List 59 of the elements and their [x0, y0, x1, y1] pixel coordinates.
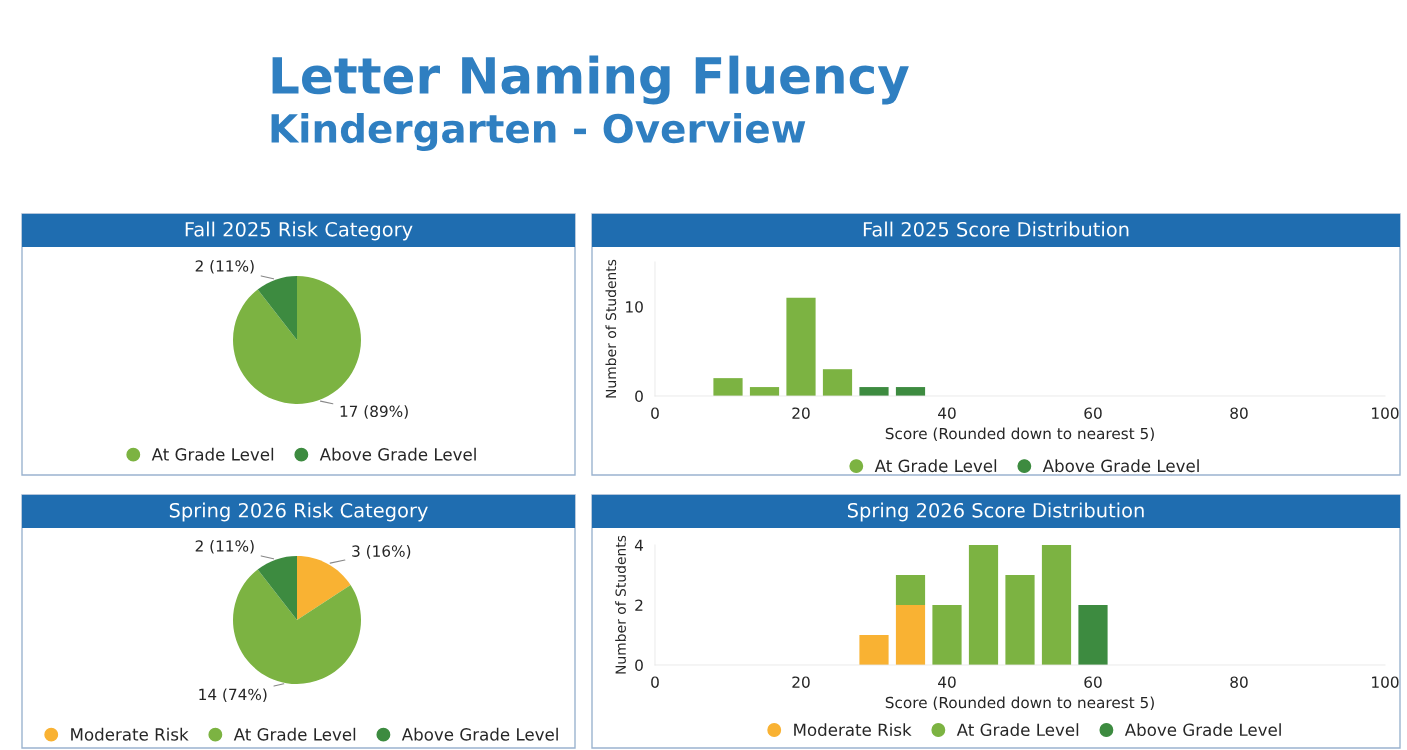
x-tick-label: 40	[938, 676, 956, 688]
x-tick-label: 60	[1084, 407, 1102, 419]
x-tick-label: 80	[1230, 407, 1248, 419]
y-tick-label: 10	[626, 301, 643, 313]
legend-label: At Grade Level	[874, 459, 997, 473]
data-label: 17 (89%)	[340, 405, 408, 419]
pie-slice	[297, 556, 351, 620]
x-tick-label: 20	[792, 676, 810, 688]
x-tick-label: 20	[792, 407, 810, 419]
bar	[1041, 545, 1072, 665]
y-tick-label: 4	[634, 539, 644, 551]
x-tick-label: 80	[1230, 676, 1248, 688]
bar	[932, 605, 962, 665]
chart-title: Fall 2025 Risk Category	[185, 221, 413, 241]
y-tick-label: 0	[635, 659, 643, 672]
bar	[895, 575, 926, 605]
text: Letter Naming Fluency	[272, 55, 909, 105]
bar	[1078, 605, 1108, 665]
chart-title: Spring 2026 Risk Category	[169, 502, 428, 522]
bar	[713, 378, 743, 396]
x-tick-label: 0	[651, 407, 659, 419]
pie-slice	[233, 276, 361, 404]
bar	[859, 387, 889, 396]
y-tick-label: 0	[635, 390, 643, 403]
x-axis-title: Score (Rounded down to nearest 5)	[885, 427, 1154, 442]
pie-slice	[257, 276, 297, 340]
x-tick-label: 0	[651, 676, 659, 688]
pie-slice	[233, 569, 361, 684]
bar	[859, 635, 889, 665]
legend-label: Moderate Risk	[71, 727, 189, 741]
legend-label: At Grade Level	[233, 727, 356, 741]
bar	[786, 297, 816, 396]
data-label: 2 (11%)	[195, 259, 254, 274]
data-label: 3 (16%)	[352, 545, 411, 559]
legend-label: Moderate Risk	[794, 723, 912, 737]
legend-label: Above Grade Level	[1042, 459, 1199, 473]
y-axis-title: Number of Students	[605, 259, 617, 398]
legend-label: At Grade Level	[151, 447, 274, 461]
pie-slice	[257, 556, 297, 620]
text: Kindergarten - Overview	[271, 113, 806, 151]
data-label: 14 (74%)	[199, 688, 267, 702]
x-tick-label: 60	[1084, 676, 1102, 688]
x-axis-title: Score (Rounded down to nearest 5)	[885, 696, 1154, 711]
legend-label: Above Grade Level	[1124, 723, 1281, 737]
x-tick-label: 100	[1372, 407, 1399, 419]
legend-label: Above Grade Level	[401, 727, 558, 741]
chart-title: Fall 2025 Score Distribution	[863, 221, 1129, 237]
bar	[895, 605, 926, 665]
legend-label: Above Grade Level	[319, 447, 476, 461]
legend-label: At Grade Level	[956, 723, 1079, 737]
chart-title: Spring 2026 Score Distribution	[847, 502, 1144, 522]
bar	[822, 369, 853, 396]
x-tick-label: 100	[1372, 676, 1399, 688]
data-label: 2 (11%)	[195, 539, 254, 554]
bar	[968, 545, 999, 665]
y-tick-label: 2	[635, 599, 643, 611]
bar	[1005, 575, 1035, 665]
x-tick-label: 40	[938, 407, 956, 419]
y-axis-title: Number of Students	[615, 535, 626, 674]
